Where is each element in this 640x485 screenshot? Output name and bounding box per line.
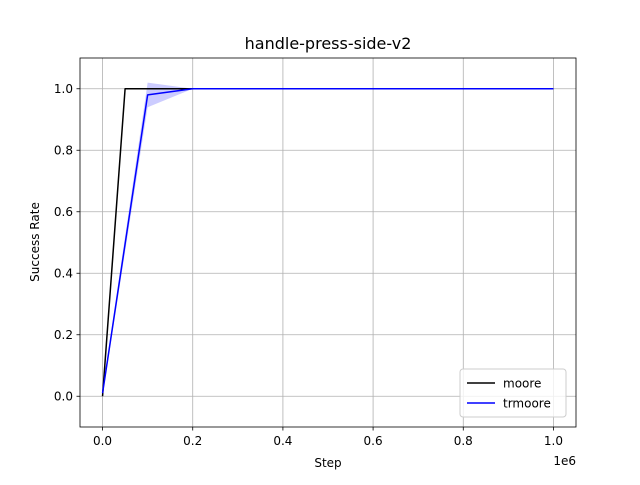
x-tick-label-1: 0.2 — [183, 434, 202, 448]
y-tick-label-4: 0.8 — [54, 143, 73, 157]
line-layer — [101, 88, 554, 397]
axes-layer: 0.0 0.2 0.4 0.6 0.8 1.0 0.0 0.2 0.4 0.6 0.8 1.0 — [54, 57, 577, 448]
y-tick-label-1: 0.2 — [54, 328, 73, 342]
x-tick-label-5: 1.0 — [544, 434, 563, 448]
legend-box — [459, 368, 567, 418]
y-tick-label-0: 0.0 — [54, 389, 73, 403]
band-layer — [102, 82, 554, 397]
y-tick-label-2: 0.4 — [54, 266, 73, 280]
y-tick-label-3: 0.6 — [54, 205, 73, 219]
plot-frame — [79, 57, 577, 428]
legend-label-trmoore: trmoore — [503, 397, 551, 411]
x-tick-label-4: 0.8 — [454, 434, 473, 448]
y-tick-label-5: 1.0 — [54, 82, 73, 96]
series-line-trmoore — [101, 88, 554, 394]
x-tick-label-0: 0.0 — [93, 434, 112, 448]
x-axis-offset-label: 1e6 — [553, 454, 576, 468]
x-axis-label: Step — [314, 456, 341, 470]
legend: moore trmoore — [459, 368, 567, 418]
legend-label-moore: moore — [503, 377, 541, 391]
series-line-moore — [101, 88, 554, 397]
x-tick-label-3: 0.6 — [364, 434, 383, 448]
y-axis-label: Success Rate — [28, 202, 42, 282]
series-band-moore — [102, 88, 554, 397]
x-tick-label-2: 0.4 — [273, 434, 292, 448]
series-band-trmoore — [102, 82, 554, 397]
chart-title: handle-press-side-v2 — [245, 34, 412, 53]
